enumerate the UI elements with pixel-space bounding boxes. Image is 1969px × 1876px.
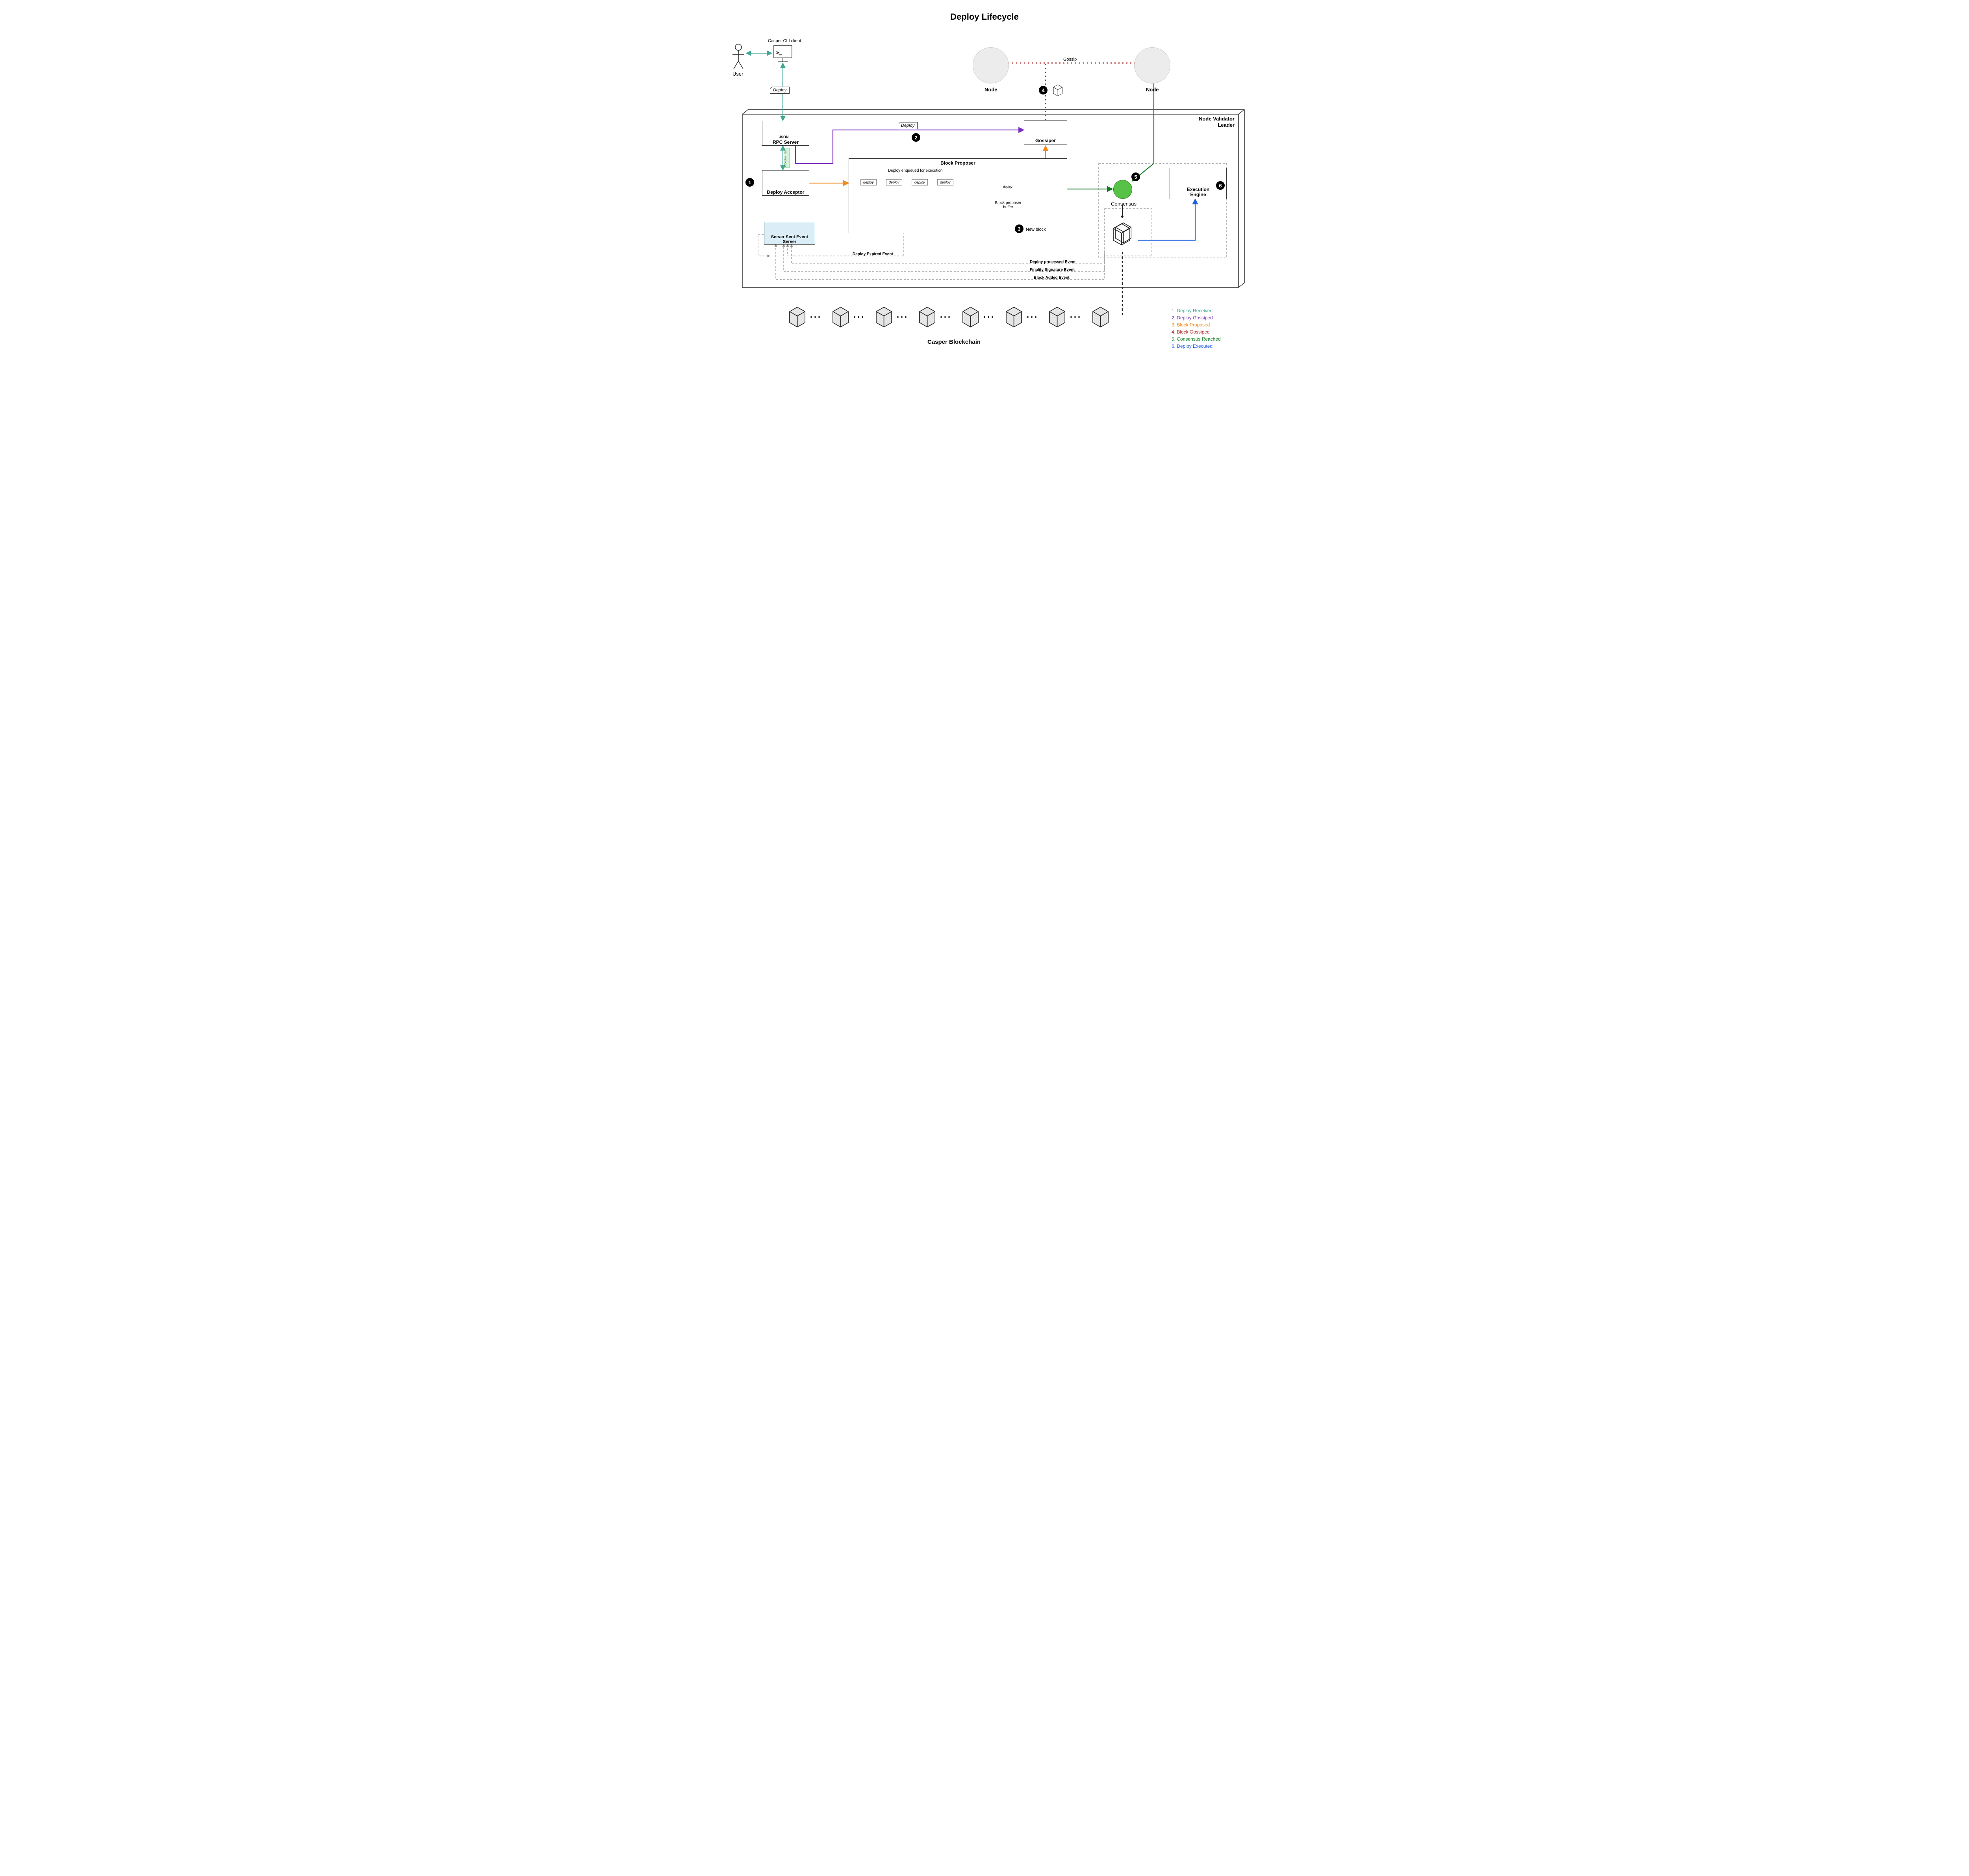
ev-block: Block Added Event — [1034, 276, 1070, 280]
consensus-circle — [1113, 180, 1132, 199]
block-proposer-box: Block Proposer — [849, 158, 1067, 233]
legend-1: 1. Deploy Received — [1172, 308, 1213, 313]
step-badge-5: 5 — [1131, 172, 1140, 181]
legend-5: 5. Consensus Reached — [1172, 336, 1221, 342]
node-left-circle — [973, 47, 1009, 83]
ee-label-1: Execution — [1187, 187, 1209, 192]
blockchain-row — [790, 307, 1108, 327]
deploy-acceptor-box: Deploy Acceptor — [762, 170, 809, 196]
deploy-item-2: deploy — [886, 179, 902, 185]
ev-processed: Deploy processed Event — [1030, 260, 1075, 264]
legend-6: 6. Deploy Executed — [1172, 343, 1213, 349]
cli-label: Casper CLI client — [768, 39, 801, 43]
sse-server-box: Server Sent Event Server — [764, 222, 815, 245]
node-right-circle — [1134, 47, 1170, 83]
gossiper-box: Gossiper — [1024, 120, 1067, 145]
deploy-acceptor-label: Deploy Acceptor — [762, 189, 809, 195]
buffer-label: Block proposerbuffer — [992, 201, 1024, 209]
step-badge-1: 1 — [745, 178, 754, 187]
legend-2: 2. Deploy Gossiped — [1172, 315, 1213, 321]
sse-label-2: Server — [783, 239, 796, 244]
svg-text:>_: >_ — [777, 50, 782, 55]
json-label: JSON — [779, 135, 789, 139]
node-right-label: Node — [1146, 87, 1159, 93]
deploy-item-3: deploy — [912, 179, 928, 185]
validator-leader-label: Node ValidatorLeader — [1187, 116, 1235, 128]
user-label: User — [732, 71, 743, 77]
ee-label-2: Engine — [1190, 192, 1206, 197]
rpc-server-box: JSON RPC Server — [762, 121, 809, 146]
deploy-tag-2: Deploy — [898, 122, 918, 129]
step-badge-4: 4 — [1039, 86, 1048, 95]
new-block-label: New block — [1026, 227, 1046, 232]
deploy-item-4: deploy — [937, 179, 953, 185]
step-badge-2: 2 — [912, 133, 920, 142]
step-badge-3: 3 — [1015, 224, 1023, 233]
if-deploy-label: if Deploy Hash — [784, 149, 787, 167]
node-left-label: Node — [984, 87, 997, 93]
step-badge-6: 6 — [1216, 181, 1225, 190]
diagram-canvas: Deploy Lifecycle — [719, 8, 1250, 362]
user-icon — [732, 44, 744, 69]
deploy-item-1: deploy — [860, 179, 877, 185]
legend-4: 4. Block Gossiped — [1172, 329, 1210, 335]
sse-label-1: Server Sent Event — [771, 235, 808, 239]
gossiper-label: Gossiper — [1024, 138, 1067, 143]
rpc-server-label: RPC Server — [762, 139, 809, 145]
enqueue-label: Deploy enqueued for execution — [888, 169, 942, 173]
ev-finality: Finality Signature Event — [1030, 268, 1075, 272]
legend-3: 3. Block Proposed — [1172, 322, 1210, 328]
block-proposer-label: Block Proposer — [849, 160, 1067, 166]
deploy-tag-1: Deploy — [770, 87, 790, 94]
deploy-buffer-item: deploy — [1003, 185, 1012, 189]
ev-expired: Deploy Expired Event — [853, 252, 893, 256]
wa-label: WA — [1191, 181, 1197, 185]
cli-monitor-icon: >_ — [774, 45, 792, 62]
blockchain-label: Casper Blockchain — [927, 339, 981, 345]
consensus-label: Consensus — [1111, 201, 1137, 207]
gossip-label: Gossip — [1063, 57, 1077, 62]
